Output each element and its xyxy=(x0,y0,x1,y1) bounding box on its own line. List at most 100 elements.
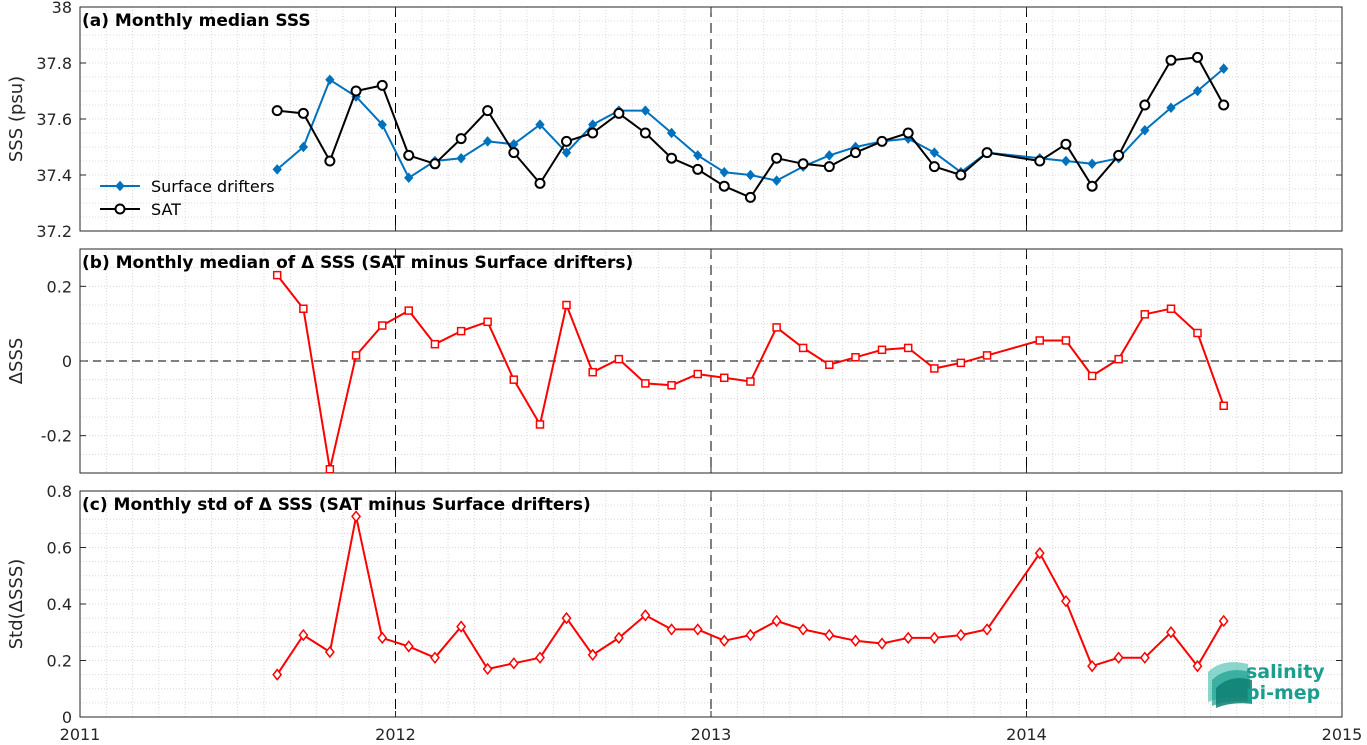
data-point xyxy=(982,623,993,636)
y-tick-label: 0.4 xyxy=(47,595,72,614)
data-point xyxy=(823,161,835,173)
legend-label: SAT xyxy=(151,200,181,219)
data-point xyxy=(535,420,545,429)
legend-label: Surface drifters xyxy=(151,177,275,196)
data-point xyxy=(429,651,440,664)
data-point xyxy=(746,377,755,386)
data-point xyxy=(1113,149,1125,161)
data-point xyxy=(377,631,388,645)
series-surface-drifters xyxy=(272,63,1229,186)
data-point xyxy=(272,270,282,280)
data-point xyxy=(771,152,783,164)
data-point xyxy=(1192,51,1204,63)
y-tick-label: 37.8 xyxy=(36,54,72,73)
data-point xyxy=(666,152,678,164)
data-point xyxy=(1087,158,1097,170)
data-point xyxy=(719,166,729,178)
data-point xyxy=(903,343,913,353)
data-point xyxy=(456,152,466,164)
data-point xyxy=(667,381,676,390)
data-point xyxy=(272,164,282,175)
data-point xyxy=(456,620,467,633)
data-point xyxy=(430,339,440,349)
series-delta-sss xyxy=(272,270,1228,474)
panel-monthly-median-delta-sss: -0.2 0 0.2 ΔSSS (b) Monthly median of Δ SSS … xyxy=(6,248,1343,474)
data-point xyxy=(955,628,966,642)
data-point xyxy=(482,662,493,676)
data-point xyxy=(639,127,651,139)
data-point xyxy=(298,628,309,642)
data-point xyxy=(377,321,387,330)
data-point xyxy=(1218,614,1229,628)
data-point xyxy=(298,141,309,153)
data-point xyxy=(404,172,414,184)
data-point xyxy=(1114,354,1123,364)
data-point xyxy=(772,323,781,332)
logo-text-line2: pi-mep xyxy=(1246,682,1320,704)
data-point xyxy=(509,375,519,384)
series-sat xyxy=(271,51,1230,203)
data-point xyxy=(693,150,703,161)
data-point xyxy=(482,136,493,147)
data-point xyxy=(1060,138,1072,150)
series-delta-sss xyxy=(272,510,1229,681)
data-point xyxy=(561,611,572,625)
y-axis-label: ΔSSS xyxy=(6,338,27,385)
data-point xyxy=(350,85,362,97)
data-point xyxy=(850,634,861,647)
series-line xyxy=(276,67,1225,182)
data-point xyxy=(797,158,809,170)
data-point xyxy=(666,127,677,139)
data-point xyxy=(534,177,546,189)
data-point xyxy=(562,300,571,310)
data-point xyxy=(1061,155,1071,167)
data-point xyxy=(1140,124,1150,136)
data-point xyxy=(718,180,730,192)
data-point xyxy=(955,169,967,181)
data-point xyxy=(956,358,966,368)
data-point xyxy=(614,354,624,364)
data-point xyxy=(771,175,782,186)
data-point xyxy=(1219,401,1228,411)
data-point xyxy=(1087,371,1097,381)
data-point xyxy=(1086,180,1098,192)
data-point xyxy=(745,628,756,642)
x-tick-label: 2015 xyxy=(1322,725,1363,744)
data-point xyxy=(429,158,441,170)
y-tick-label: 37.6 xyxy=(36,110,72,129)
data-point xyxy=(1192,85,1203,97)
data-point xyxy=(1139,651,1150,664)
data-point xyxy=(404,306,414,315)
data-point xyxy=(325,465,335,474)
data-point xyxy=(666,623,677,636)
data-point xyxy=(376,79,388,91)
data-point xyxy=(324,155,336,167)
data-point xyxy=(1034,155,1046,167)
data-point xyxy=(508,657,519,670)
y-tick-label: 38 xyxy=(52,0,72,17)
data-point xyxy=(720,373,729,383)
data-point xyxy=(1140,310,1150,319)
data-point xyxy=(771,614,782,628)
y-axis-label: Std(ΔSSS) xyxy=(6,559,27,650)
data-point xyxy=(849,147,861,159)
data-point xyxy=(929,147,940,158)
y-tick-label: 37.4 xyxy=(36,166,72,185)
data-point xyxy=(744,191,756,203)
data-point xyxy=(613,631,624,645)
data-point xyxy=(588,367,597,377)
data-point xyxy=(745,169,756,181)
data-point xyxy=(613,107,625,119)
data-point xyxy=(561,147,572,158)
y-tick-label: 0.8 xyxy=(47,482,72,501)
data-point xyxy=(272,668,283,681)
legend-marker xyxy=(114,203,126,215)
y-tick-label: 0.6 xyxy=(47,539,72,558)
series-line xyxy=(276,274,1225,471)
data-point xyxy=(403,640,414,653)
data-point xyxy=(455,133,467,145)
data-point xyxy=(981,147,993,159)
data-point xyxy=(1034,546,1045,560)
data-point xyxy=(1218,99,1230,111)
